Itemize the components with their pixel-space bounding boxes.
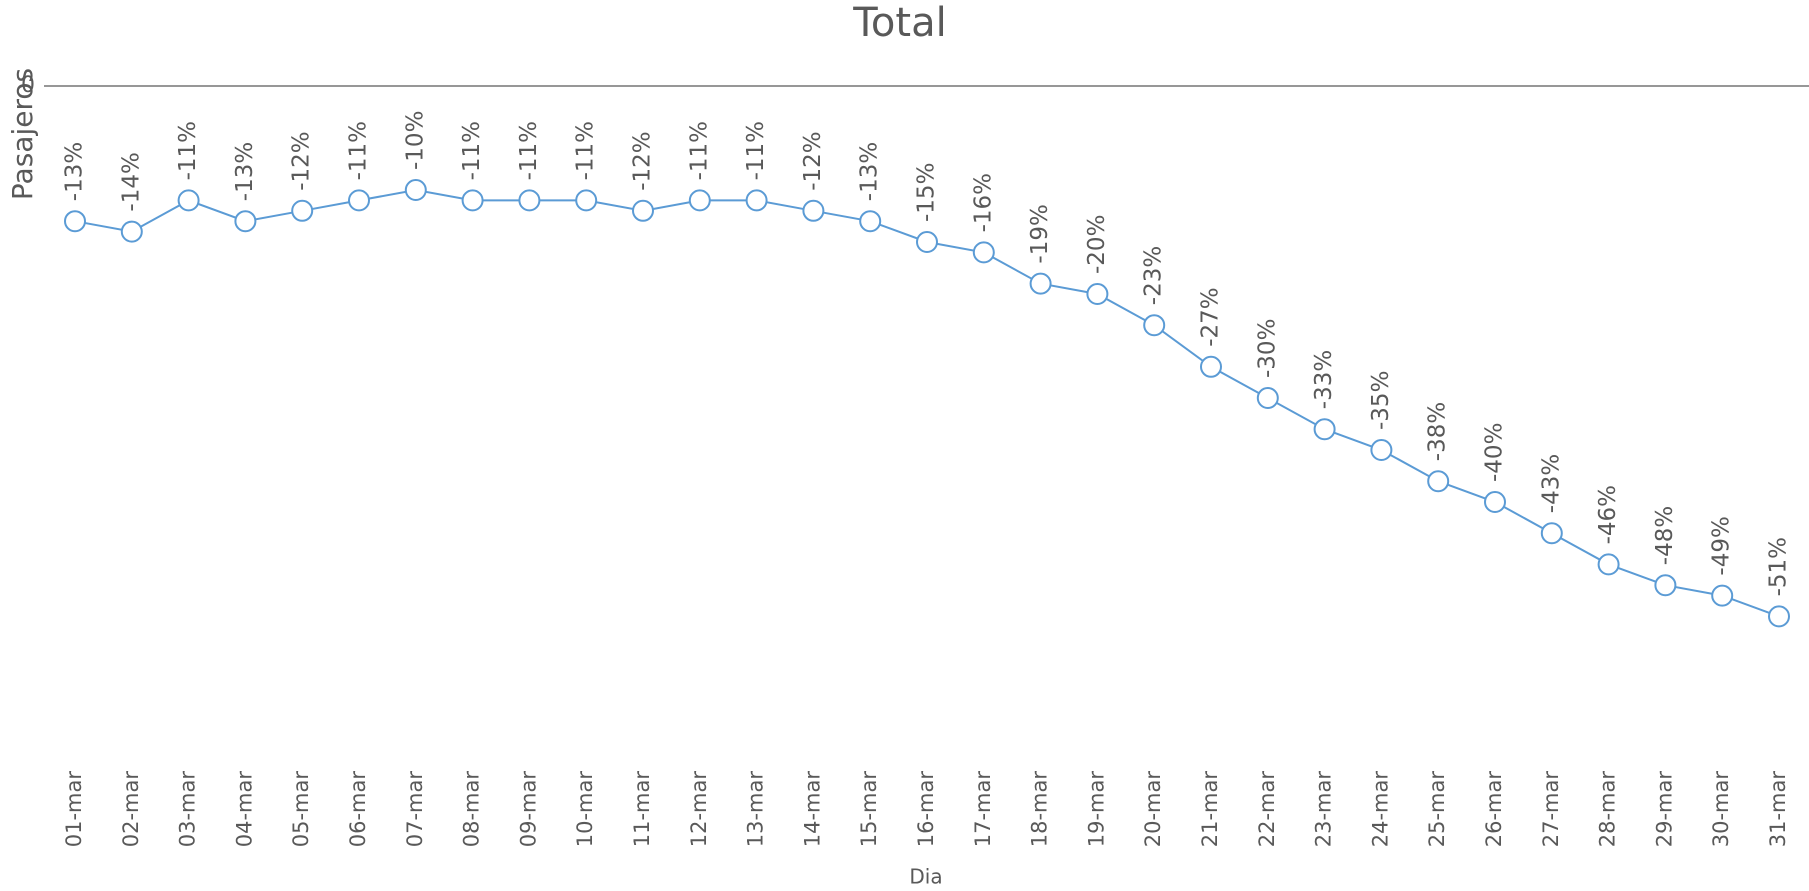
x-tick-label: 14-mar xyxy=(800,771,824,848)
x-axis-label: Dia xyxy=(909,865,942,889)
data-label: -38% xyxy=(1425,402,1451,461)
point xyxy=(1256,387,1279,409)
data-label: -40% xyxy=(1482,423,1508,482)
data-label: -14% xyxy=(118,152,144,211)
x-tick-label: 13-mar xyxy=(744,771,768,848)
data-label: -11% xyxy=(743,121,769,180)
x-tick-label: 10-mar xyxy=(573,771,597,848)
x-tick-label: 15-mar xyxy=(857,771,881,848)
point xyxy=(632,199,654,222)
point xyxy=(1200,355,1222,378)
point xyxy=(1427,470,1450,493)
x-tick-label: 02-mar xyxy=(119,771,143,848)
x-tick-label: 26-mar xyxy=(1482,771,1506,848)
point xyxy=(916,231,938,253)
x-tick-label: 11-mar xyxy=(630,771,654,848)
x-tick-label: 24-mar xyxy=(1368,771,1392,848)
data-label: -11% xyxy=(346,121,372,180)
x-tick-label: 22-mar xyxy=(1255,771,1279,848)
x-tick-label: 04-mar xyxy=(232,771,256,848)
x-tick-label: 08-mar xyxy=(460,771,484,848)
point xyxy=(688,189,711,212)
x-tick-label: 29-mar xyxy=(1652,771,1676,848)
data-label: -33% xyxy=(1311,350,1337,409)
point xyxy=(461,189,484,212)
point xyxy=(1540,522,1563,545)
x-tick-label: 31-mar xyxy=(1766,771,1790,848)
point xyxy=(1370,439,1393,461)
point xyxy=(1597,553,1620,576)
point xyxy=(64,210,86,233)
point xyxy=(234,210,257,233)
data-label: -11% xyxy=(573,121,599,180)
point xyxy=(120,220,143,243)
x-tick-label: 23-mar xyxy=(1312,771,1336,848)
data-label: -19% xyxy=(1027,204,1053,263)
data-label: -15% xyxy=(914,163,940,222)
x-tick-label: 01-mar xyxy=(62,771,86,848)
data-label: -48% xyxy=(1652,506,1678,565)
data-label: -46% xyxy=(1595,485,1621,544)
data-label: -49% xyxy=(1709,516,1735,575)
point xyxy=(1654,574,1677,597)
point xyxy=(177,189,200,212)
point xyxy=(575,189,598,212)
x-tick-label: 30-mar xyxy=(1709,771,1733,848)
x-tick-label: 12-mar xyxy=(687,771,711,848)
x-tick-label: 25-mar xyxy=(1425,771,1449,848)
point xyxy=(1313,418,1336,441)
data-label: -51% xyxy=(1766,537,1792,596)
data-label: -12% xyxy=(800,131,826,190)
point xyxy=(1484,491,1506,513)
x-tick-label: 21-mar xyxy=(1198,771,1222,848)
point xyxy=(1143,314,1166,337)
data-label: -30% xyxy=(1254,319,1280,378)
point xyxy=(348,189,370,212)
data-label: -10% xyxy=(402,111,428,170)
data-label: -23% xyxy=(1141,246,1167,305)
point xyxy=(1086,283,1109,305)
x-tick-label: 19-mar xyxy=(1084,771,1108,848)
point xyxy=(1768,605,1790,628)
data-label: -12% xyxy=(630,131,656,190)
point xyxy=(972,241,995,264)
point xyxy=(291,199,314,222)
data-label: -13% xyxy=(232,142,258,201)
data-label: -35% xyxy=(1368,371,1394,430)
x-tick-label: 17-mar xyxy=(971,771,995,848)
x-tick-label: 28-mar xyxy=(1596,771,1620,848)
x-tick-label: 16-mar xyxy=(914,771,938,848)
point xyxy=(1029,272,1052,295)
x-tick-label: 18-mar xyxy=(1028,771,1052,848)
point xyxy=(1711,584,1734,607)
data-label: -11% xyxy=(175,121,201,180)
y-tick-label: 0 xyxy=(21,73,35,98)
x-tick-label: 05-mar xyxy=(289,771,313,848)
chart-title: Total xyxy=(852,0,946,46)
data-label: -13% xyxy=(857,142,883,201)
x-tick-label: 03-mar xyxy=(176,771,200,848)
point xyxy=(404,179,427,201)
data-label: -11% xyxy=(459,121,485,180)
point xyxy=(745,189,768,212)
x-tick-label: 06-mar xyxy=(346,771,370,848)
data-label: -20% xyxy=(1084,215,1110,274)
data-label: -11% xyxy=(686,121,712,180)
series-line xyxy=(74,188,1780,618)
x-tick-label: 27-mar xyxy=(1539,771,1563,848)
data-label: -11% xyxy=(516,121,542,180)
y-axis-label: Pasajeros xyxy=(6,68,39,200)
point xyxy=(802,199,825,222)
data-label: -43% xyxy=(1538,454,1564,513)
x-tick-label: 07-mar xyxy=(403,771,427,848)
data-label: -27% xyxy=(1198,287,1224,346)
data-label: -13% xyxy=(62,142,88,201)
data-label: -12% xyxy=(289,131,315,190)
point xyxy=(518,189,541,212)
x-tick-label: 20-mar xyxy=(1141,771,1165,848)
x-tick-label: 09-mar xyxy=(516,771,540,848)
point xyxy=(859,210,882,233)
data-label: -16% xyxy=(970,173,996,232)
